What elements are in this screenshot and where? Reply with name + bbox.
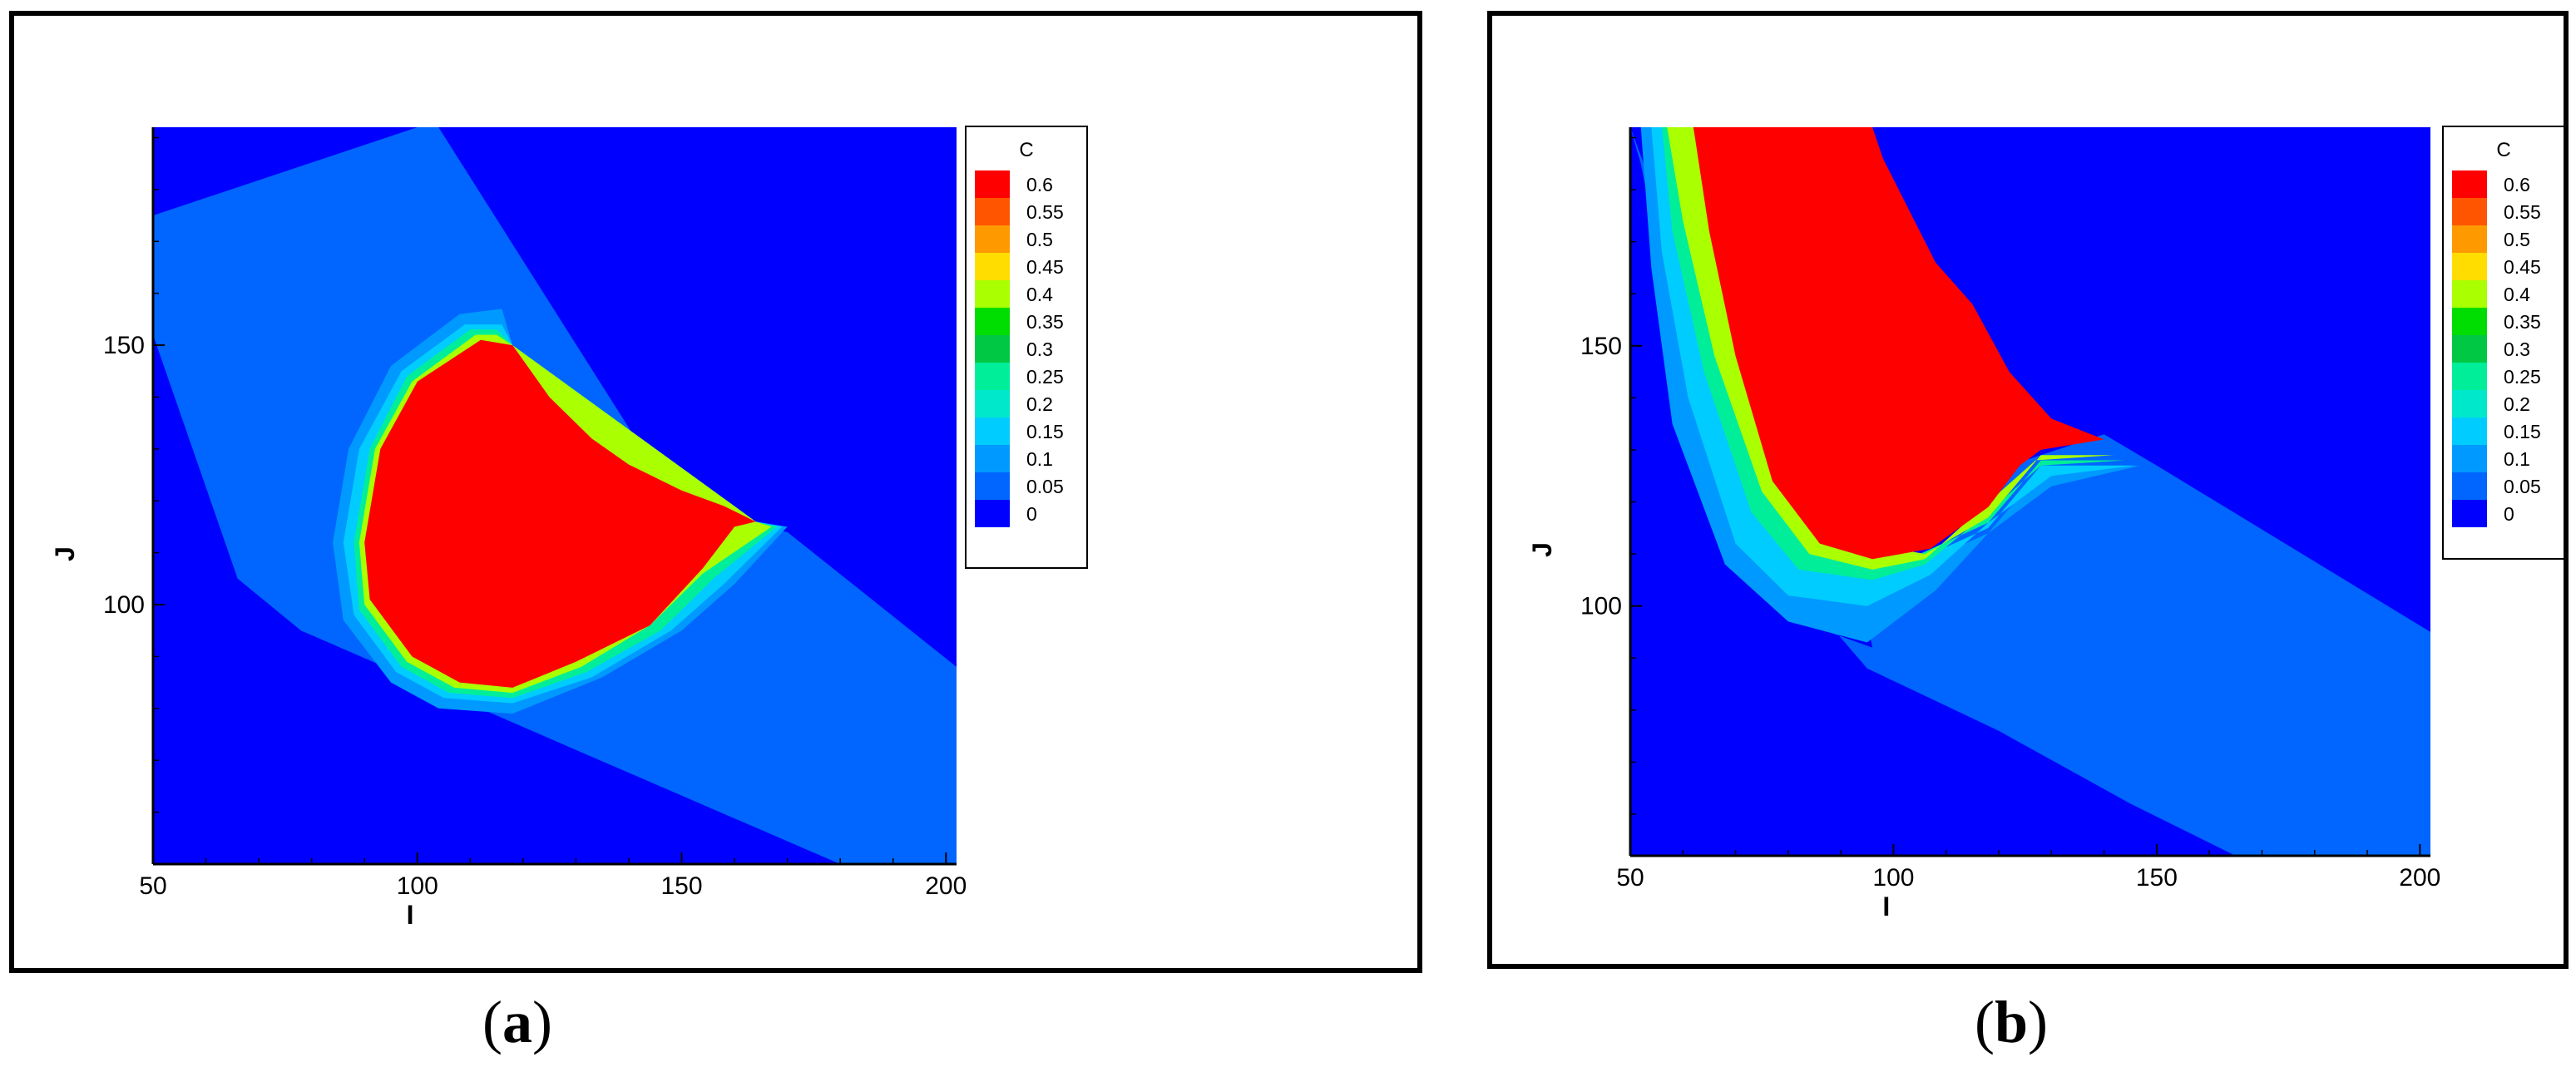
y-tick-label: 100 xyxy=(103,591,145,619)
legend-swatch xyxy=(2452,170,2487,198)
legend-swatch xyxy=(2452,280,2487,308)
legend-label: 0.05 xyxy=(1026,476,1064,497)
legend-swatch xyxy=(975,170,1010,198)
caption-b-close: ) xyxy=(2028,989,2049,1055)
legend-swatch xyxy=(975,445,1010,472)
legend-title: C xyxy=(2496,139,2511,161)
legend-swatch xyxy=(2452,472,2487,500)
panel-a-legend: C 0.6 0.55 0.5 0.45 0.4 0.35 0.3 0.25 0.2 0.15 0.1… xyxy=(965,126,1088,569)
legend-swatch xyxy=(975,417,1010,445)
legend-label: 0.6 xyxy=(2504,174,2530,195)
legend-label: 0.5 xyxy=(1026,229,1053,250)
legend-swatch xyxy=(2452,225,2487,253)
legend-swatch xyxy=(975,253,1010,280)
caption-a-close: ) xyxy=(532,989,552,1055)
x-tick-label: 200 xyxy=(2399,864,2440,892)
legend-title: C xyxy=(1019,139,1034,161)
legend-swatch xyxy=(2452,335,2487,363)
legend-swatch xyxy=(975,198,1010,225)
legend-swatch xyxy=(975,308,1010,335)
legend-label: 0.15 xyxy=(2504,421,2541,442)
panel-b-legend: C 0.6 0.55 0.5 0.45 0.4 0.35 0.3 0.25 0.2 0.15 0.1… xyxy=(2442,126,2565,560)
caption-a-open: ( xyxy=(482,989,502,1055)
legend-swatch xyxy=(2452,445,2487,472)
legend-label: 0.3 xyxy=(1026,338,1053,360)
legend-label: 0.35 xyxy=(1026,311,1064,333)
legend-label: 0.2 xyxy=(1026,393,1053,415)
legend-swatch xyxy=(2452,500,2487,527)
legend-swatch xyxy=(2452,363,2487,390)
legend-label: 0.5 xyxy=(2504,229,2530,250)
x-tick-label: 200 xyxy=(925,872,967,900)
legend-label: 0.15 xyxy=(1026,421,1064,442)
legend-label: 0.35 xyxy=(2504,311,2541,333)
x-tick-label: 100 xyxy=(397,872,438,900)
contour-region-c-0_6 xyxy=(1693,127,2104,560)
caption-a-label: a xyxy=(502,989,532,1055)
legend-label: 0.1 xyxy=(2504,448,2530,470)
y-tick-label: 100 xyxy=(1580,593,1622,620)
x-axis-title: I xyxy=(1882,892,1890,921)
legend-swatch xyxy=(2452,198,2487,225)
legend-label: 0.45 xyxy=(2504,256,2541,278)
caption-a: (a) xyxy=(482,988,552,1057)
legend-swatch xyxy=(975,390,1010,417)
legend-label: 0.25 xyxy=(1026,366,1064,388)
legend-label: 0.1 xyxy=(1026,448,1053,470)
legend-swatch xyxy=(2452,308,2487,335)
legend-swatch xyxy=(975,500,1010,527)
legend-label: 0.3 xyxy=(2504,338,2530,360)
contour-region-c-0_6 xyxy=(364,339,756,688)
legend-label: 0.6 xyxy=(1026,174,1053,195)
legend-label: 0.55 xyxy=(1026,201,1064,223)
legend-label: 0.05 xyxy=(2504,476,2541,497)
legend-label: 0.4 xyxy=(1026,284,1053,305)
y-tick-label: 150 xyxy=(1580,333,1622,360)
legend-label: 0.2 xyxy=(2504,393,2530,415)
legend-swatch xyxy=(2452,417,2487,445)
x-tick-label: 100 xyxy=(1872,864,1914,892)
x-tick-label: 150 xyxy=(660,872,702,900)
legend-swatch xyxy=(975,280,1010,308)
caption-b-label: b xyxy=(1994,989,2029,1055)
legend-swatch xyxy=(2452,253,2487,280)
caption-b: (b) xyxy=(1975,988,2048,1057)
legend-label: 0.55 xyxy=(2504,201,2541,223)
legend-swatch xyxy=(2452,390,2487,417)
y-axis-title: J xyxy=(1527,542,1557,557)
x-tick-label: 50 xyxy=(1616,864,1644,892)
legend-label: 0 xyxy=(2504,503,2514,525)
legend-label: 0.4 xyxy=(2504,284,2530,305)
x-tick-label: 50 xyxy=(139,872,166,900)
x-tick-label: 150 xyxy=(2136,864,2178,892)
legend-label: 0 xyxy=(1026,503,1037,525)
legend-swatch xyxy=(975,472,1010,500)
legend-label: 0.45 xyxy=(1026,256,1064,278)
legend-label: 0.25 xyxy=(2504,366,2541,388)
legend-swatch xyxy=(975,363,1010,390)
caption-b-open: ( xyxy=(1975,989,1995,1055)
x-axis-title: I xyxy=(407,900,414,930)
legend-swatch xyxy=(975,225,1010,253)
y-tick-label: 150 xyxy=(103,332,145,359)
y-axis-title: J xyxy=(50,546,80,561)
legend-swatch xyxy=(975,335,1010,363)
